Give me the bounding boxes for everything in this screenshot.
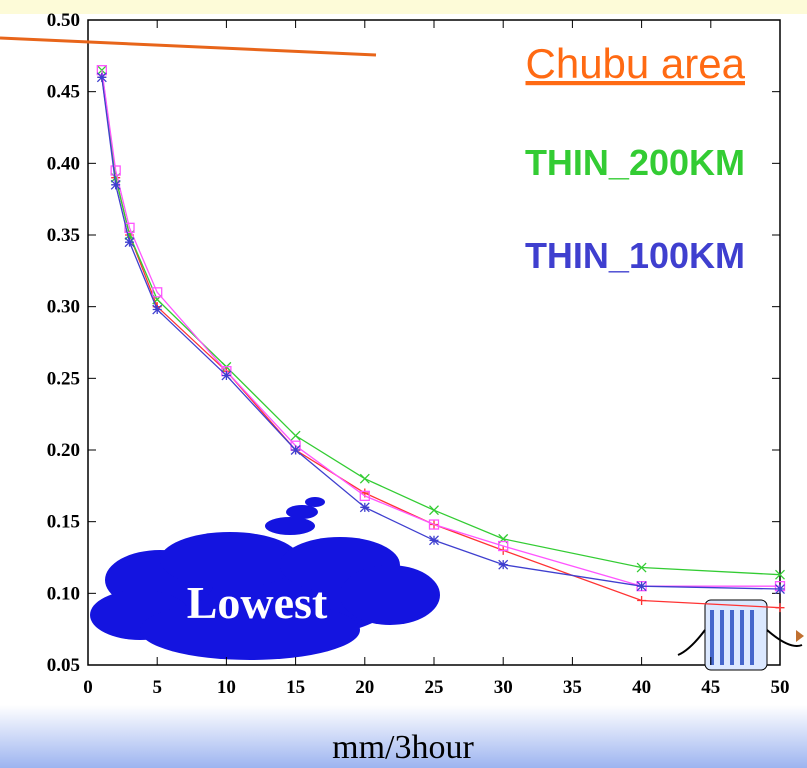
pointer-line (0, 36, 377, 57)
x-tick-label: 0 (83, 677, 93, 698)
marker (498, 559, 509, 570)
marker (359, 490, 370, 502)
marker (290, 430, 301, 441)
y-tick-label: 0.25 (47, 368, 80, 389)
y-tick-label: 0.15 (47, 512, 80, 533)
marker (775, 584, 785, 594)
marker (152, 304, 163, 315)
x-tick-label: 50 (771, 677, 790, 698)
marker (428, 519, 440, 530)
chart-title: Chubu area (526, 40, 746, 87)
marker (152, 287, 163, 298)
y-tick-label: 0.40 (47, 153, 80, 174)
y-tick-label: 0.30 (47, 297, 80, 318)
y-tick-label: 0.10 (47, 583, 80, 604)
y-tick-label: 0.05 (47, 655, 80, 676)
marker (429, 505, 439, 516)
marker (359, 473, 370, 484)
marker (110, 165, 121, 176)
marker (359, 502, 370, 513)
x-tick-label: 30 (494, 677, 513, 698)
marker (96, 72, 107, 83)
marker (124, 237, 135, 248)
y-tick-label: 0.45 (47, 82, 80, 103)
marker (637, 596, 647, 605)
marker (775, 569, 785, 580)
marker (498, 540, 509, 552)
annotation: Lowest (187, 577, 328, 628)
cloud (90, 497, 440, 660)
marker (636, 581, 647, 592)
marker (636, 562, 647, 573)
y-tick-label: 0.35 (47, 225, 80, 246)
y-tick-label: 0.50 (47, 10, 80, 31)
x-tick-label: 15 (286, 677, 305, 698)
x-tick-label: 10 (217, 677, 236, 698)
mascot (677, 599, 804, 671)
y-tick-label: 0.20 (47, 440, 80, 461)
marker (429, 535, 439, 546)
legend-entry: THIN_200KM (525, 142, 745, 183)
x-tick-label: 20 (355, 677, 374, 698)
marker (775, 603, 785, 613)
marker (290, 445, 301, 455)
x-axis-label: mm/3hour (332, 729, 474, 766)
x-tick-label: 35 (563, 677, 582, 698)
marker (221, 370, 232, 381)
marker (110, 179, 121, 190)
legend-entry: THIN_100KM (525, 235, 745, 276)
marker (124, 222, 135, 233)
bottom-band (0, 705, 807, 768)
x-tick-label: 5 (152, 677, 162, 698)
x-tick-label: 45 (701, 677, 720, 698)
x-tick-label: 40 (632, 677, 651, 698)
x-tick-label: 25 (425, 677, 444, 698)
top-band (0, 0, 807, 14)
